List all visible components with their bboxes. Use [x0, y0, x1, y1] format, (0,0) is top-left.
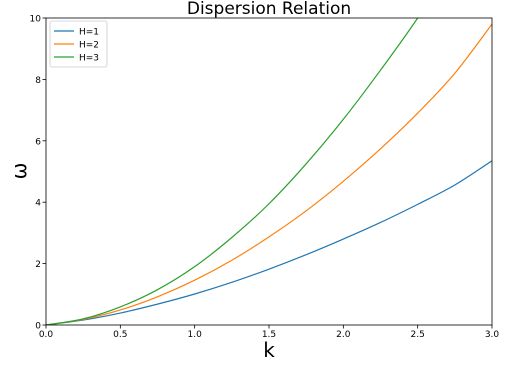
series-layer [46, 18, 492, 325]
legend-label-1: H=1 [79, 27, 99, 37]
legend-label-3: H=3 [79, 53, 99, 63]
y-tick-label: 4 [35, 199, 41, 209]
x-tick-label: 0.5 [113, 330, 127, 340]
chart-title: Dispersion Relation [187, 0, 351, 19]
x-tick-label: 3.0 [485, 330, 500, 340]
legend: H=1 H=2 H=3 [49, 20, 108, 68]
y-axis-ticks: 0 2 4 6 8 10 [30, 15, 46, 332]
x-tick-label: 2.5 [411, 330, 425, 340]
x-axis-label: k [263, 338, 275, 362]
y-tick-label: 0 [35, 322, 41, 332]
y-tick-label: 2 [35, 260, 41, 270]
x-tick-label: 2.0 [336, 330, 351, 340]
series-line-3 [46, 18, 419, 325]
series-line-1 [46, 160, 492, 325]
x-tick-label: 1.0 [188, 330, 203, 340]
y-axis-label: ω [7, 163, 31, 180]
y-tick-label: 6 [35, 137, 41, 147]
legend-box [49, 20, 108, 68]
legend-label-2: H=2 [79, 40, 99, 50]
x-tick-label: 0.0 [39, 330, 54, 340]
y-tick-label: 10 [30, 15, 42, 25]
x-axis-ticks: 0.0 0.5 1.0 1.5 2.0 2.5 3.0 [39, 325, 500, 340]
plot-frame [45, 17, 493, 326]
series-line-2 [46, 23, 492, 325]
y-tick-label: 8 [35, 76, 41, 86]
x-tick-label: 1.5 [262, 330, 276, 340]
